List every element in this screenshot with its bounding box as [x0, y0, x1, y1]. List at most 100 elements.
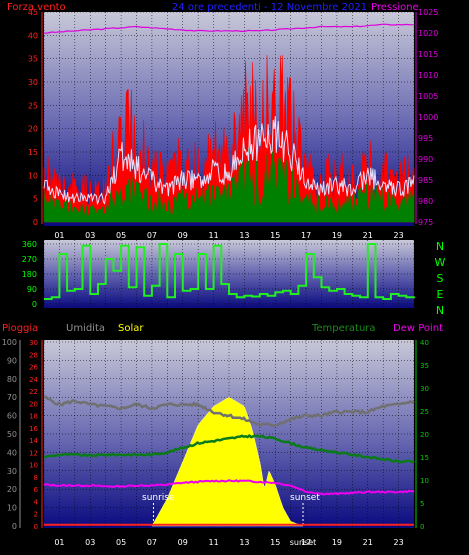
rain-tick-label: 20	[29, 400, 38, 408]
sunset-tick-label: sunset	[290, 538, 317, 547]
rain-tick-label: 8	[34, 474, 38, 482]
wind-tick-label: 30	[28, 78, 38, 87]
dewpoint-line	[43, 479, 415, 496]
rain-tick-label: 28	[29, 351, 38, 359]
wind-label: Forza vento	[7, 2, 66, 13]
temp-series	[43, 395, 415, 527]
x-tick-label-bottom: 15	[270, 538, 280, 547]
sunset-label: sunset	[290, 493, 320, 503]
pressure-tick-label: 1000	[418, 113, 438, 122]
x-tick-label: 05	[116, 231, 126, 240]
solar-area	[151, 397, 304, 527]
direction-tick-label: 180	[22, 270, 37, 279]
rain-tick-label: 30	[29, 339, 38, 347]
wind-tick-label: 20	[28, 125, 38, 134]
humidity-tick-label: 50	[7, 430, 17, 439]
direction-tick-label: 90	[27, 285, 37, 294]
temp-tick-label: 30	[420, 385, 429, 393]
x-tick-label: 19	[332, 231, 342, 240]
x-tick-label-bottom: 13	[239, 538, 249, 547]
wind-average-area	[43, 146, 415, 223]
temp-tick-label: 0	[420, 523, 424, 531]
axes: 0510152025303540459759809859909951000100…	[2, 8, 446, 547]
compass-label: W	[435, 256, 446, 269]
pressure-tick-label: 990	[418, 155, 433, 164]
temperature-line	[43, 433, 415, 464]
rain-tick-label: 24	[29, 376, 38, 384]
humidity-tick-label: 0	[12, 522, 17, 531]
pressure-label: Pressione	[371, 2, 419, 13]
compass-label: N	[436, 304, 444, 317]
pressure-tick-label: 1025	[418, 8, 438, 17]
wind-tick-label: 15	[28, 148, 38, 157]
x-tick-label: 13	[239, 231, 249, 240]
pressure-tick-label: 1005	[418, 92, 438, 101]
rain-label: Pioggia	[2, 323, 38, 334]
pressure-tick-label: 985	[418, 176, 433, 185]
x-tick-label: 15	[270, 231, 280, 240]
x-tick-label: 07	[147, 231, 157, 240]
temperature-label: Temperatura	[311, 323, 376, 334]
rain-tick-label: 22	[29, 388, 38, 396]
humidity-tick-label: 60	[7, 412, 17, 421]
humidity-tick-label: 100	[2, 338, 17, 347]
direction-tick-label: 270	[22, 255, 37, 264]
rain-tick-label: 26	[29, 364, 38, 372]
humidity-tick-label: 80	[7, 375, 17, 384]
temp-tick-label: 20	[420, 431, 429, 439]
humidity-tick-label: 40	[7, 448, 17, 457]
pressure-tick-label: 980	[418, 197, 433, 206]
pressure-line	[43, 23, 414, 34]
humidity-label: Umidita	[66, 323, 105, 334]
direction-line	[44, 243, 415, 300]
x-tick-label: 11	[208, 231, 218, 240]
humidity-tick-label: 10	[7, 504, 17, 513]
temp-tick-label: 5	[420, 500, 424, 508]
direction-tick-label: 360	[22, 240, 37, 249]
direction-tick-label: 0	[32, 300, 37, 309]
temp-tick-label: 40	[420, 339, 429, 347]
x-tick-label-bottom: 19	[332, 538, 342, 547]
x-tick-label: 03	[85, 231, 95, 240]
x-tick-label-bottom: 03	[85, 538, 95, 547]
wind-tick-label: 40	[28, 31, 38, 40]
wind-tick-label: 25	[28, 101, 38, 110]
x-tick-label-bottom: 01	[54, 538, 64, 547]
x-tick-label-bottom: 21	[363, 538, 373, 547]
pressure-tick-label: 1015	[418, 50, 438, 59]
x-tick-label-bottom: 07	[147, 538, 157, 547]
temp-tick-label: 10	[420, 477, 429, 485]
compass-label: E	[437, 288, 444, 301]
compass-label: S	[437, 272, 444, 285]
wind-series	[43, 23, 415, 223]
pressure-tick-label: 995	[418, 134, 433, 143]
x-tick-label-bottom: 09	[178, 538, 188, 547]
sunrise-label: sunrise	[142, 493, 175, 503]
wind-tick-label: 0	[33, 218, 38, 227]
rain-tick-label: 10	[29, 462, 38, 470]
rain-tick-label: 2	[34, 511, 38, 519]
humidity-tick-label: 20	[7, 485, 17, 494]
x-tick-label-bottom: 05	[116, 538, 126, 547]
x-tick-label: 17	[301, 231, 311, 240]
x-tick-label: 21	[363, 231, 373, 240]
x-tick-label-bottom: 17	[301, 538, 311, 547]
wind-tick-label: 10	[28, 171, 38, 180]
x-tick-label-bottom: 11	[208, 538, 218, 547]
rain-tick-label: 14	[29, 437, 38, 445]
x-tick-label: 09	[178, 231, 188, 240]
x-tick-label-bottom: 23	[393, 538, 403, 547]
temp-tick-label: 25	[420, 408, 429, 416]
humidity-tick-label: 30	[7, 467, 17, 476]
x-tick-label: 23	[393, 231, 403, 240]
humidity-tick-label: 70	[7, 393, 17, 402]
direction-series	[44, 243, 415, 300]
wind-mean-line	[43, 115, 415, 206]
pressure-tick-label: 1010	[418, 71, 438, 80]
date-label: 24 ore precedenti - 12 Novembre 2021	[172, 2, 367, 13]
pressure-tick-label: 975	[418, 218, 433, 227]
rain-tick-label: 12	[29, 449, 38, 457]
rain-tick-label: 18	[29, 413, 38, 421]
